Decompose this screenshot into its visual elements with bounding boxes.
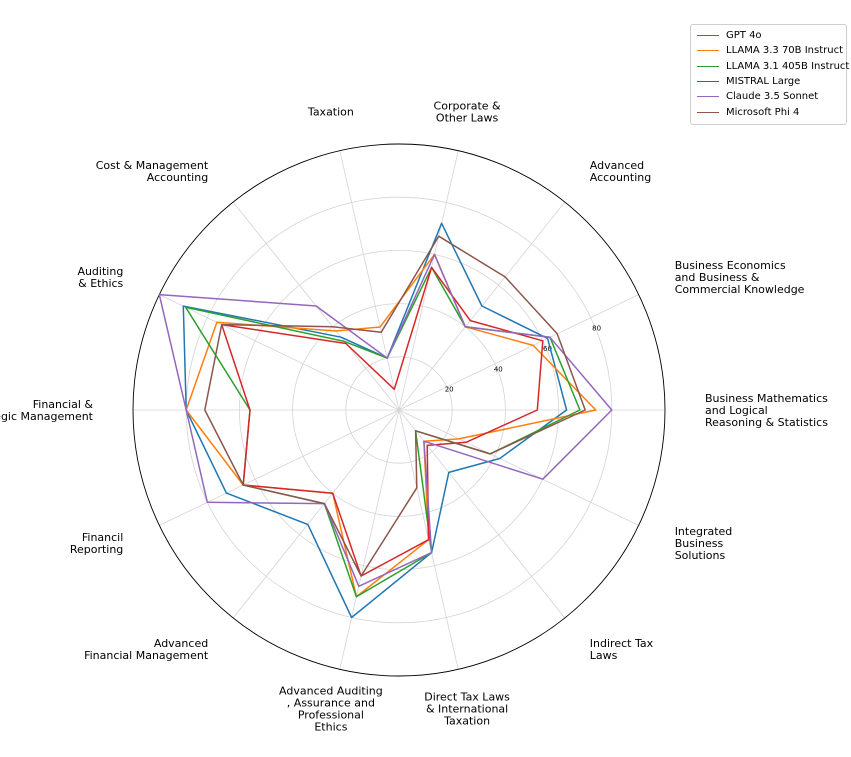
legend: GPT 4o LLAMA 3.3 70B Instruct LLAMA 3.1 40… bbox=[690, 24, 849, 125]
spoke-line bbox=[398, 150, 459, 411]
legend-label: Microsoft Phi 4 bbox=[726, 106, 800, 118]
legend-label: GPT 4o bbox=[726, 30, 762, 42]
legend-label: LLAMA 3.1 405B Instruct bbox=[726, 60, 850, 72]
series-line-llama-3-1-405b-instruct bbox=[184, 266, 581, 598]
series-line-gpt-4o bbox=[182, 222, 568, 619]
axis-label: Integrated Business Solutions bbox=[675, 525, 733, 562]
legend-swatch bbox=[697, 81, 719, 83]
axis-label: Auditing & Ethics bbox=[77, 265, 123, 290]
axis-label: Cost & Management Accounting bbox=[96, 159, 209, 184]
legend-item: LLAMA 3.1 405B Instruct bbox=[697, 59, 849, 74]
series-line-microsoft-phi-4 bbox=[204, 235, 586, 577]
axis-label: Advanced Auditing, Assurance and Professi… bbox=[279, 684, 383, 733]
series-line-mistral-large bbox=[220, 266, 544, 577]
legend-item: GPT 4o bbox=[697, 28, 840, 43]
legend-swatch bbox=[697, 50, 719, 52]
axis-label: Taxation bbox=[307, 106, 354, 119]
legend-swatch bbox=[697, 96, 719, 98]
spoke-line bbox=[339, 150, 400, 411]
outer-frame bbox=[132, 143, 666, 677]
series-line-llama-3-3-70b-instruct bbox=[185, 253, 597, 598]
spoke-line bbox=[232, 409, 400, 619]
radial-tick-label: 60 bbox=[543, 345, 552, 353]
axis-label: Business Economics and Business & Commerci… bbox=[675, 259, 805, 296]
legend-item: MISTRAL Large bbox=[697, 74, 840, 89]
series-line-claude-3-5-sonnet bbox=[158, 253, 613, 588]
series-lines bbox=[158, 222, 613, 619]
axis-label: Advanced Accounting bbox=[590, 159, 651, 184]
radial-tick-labels: 20 40 60 80 bbox=[445, 325, 601, 394]
legend-swatch bbox=[697, 65, 719, 67]
axis-label: Direct Tax Laws & International Taxation bbox=[424, 690, 510, 727]
legend-item: Claude 3.5 Sonnet bbox=[697, 89, 840, 104]
axis-labels: Business Mathematics and Logical Reasoning… bbox=[0, 100, 828, 734]
spoke-line bbox=[398, 409, 566, 619]
radial-tick-label: 20 bbox=[445, 386, 454, 394]
axis-label: Advanced Financial Management bbox=[84, 637, 209, 662]
legend-item: LLAMA 3.3 70B Instruct bbox=[697, 43, 843, 58]
spoke-line bbox=[398, 409, 639, 526]
legend-item: Microsoft Phi 4 bbox=[697, 104, 840, 119]
legend-label: MISTRAL Large bbox=[726, 76, 801, 88]
axis-label: Business Mathematics and Logical Reasoning… bbox=[705, 392, 828, 429]
radial-tick-label: 40 bbox=[494, 365, 503, 373]
axis-label: Corporate & Other Laws bbox=[434, 100, 501, 125]
legend-swatch bbox=[697, 111, 719, 113]
axis-label: Financil Reporting bbox=[70, 531, 123, 556]
legend-label: Claude 3.5 Sonnet bbox=[726, 91, 819, 103]
spoke-line bbox=[398, 294, 639, 411]
legend-swatch bbox=[697, 35, 719, 37]
spoke-line bbox=[159, 409, 400, 526]
radial-tick-label: 80 bbox=[592, 325, 601, 333]
spoke-line bbox=[159, 294, 400, 411]
spoke-line bbox=[339, 409, 400, 670]
axis-label: Financial &Strategic Management bbox=[0, 398, 94, 423]
legend-label: LLAMA 3.3 70B Instruct bbox=[726, 45, 843, 57]
axis-label: Indirect Tax Laws bbox=[590, 637, 654, 662]
